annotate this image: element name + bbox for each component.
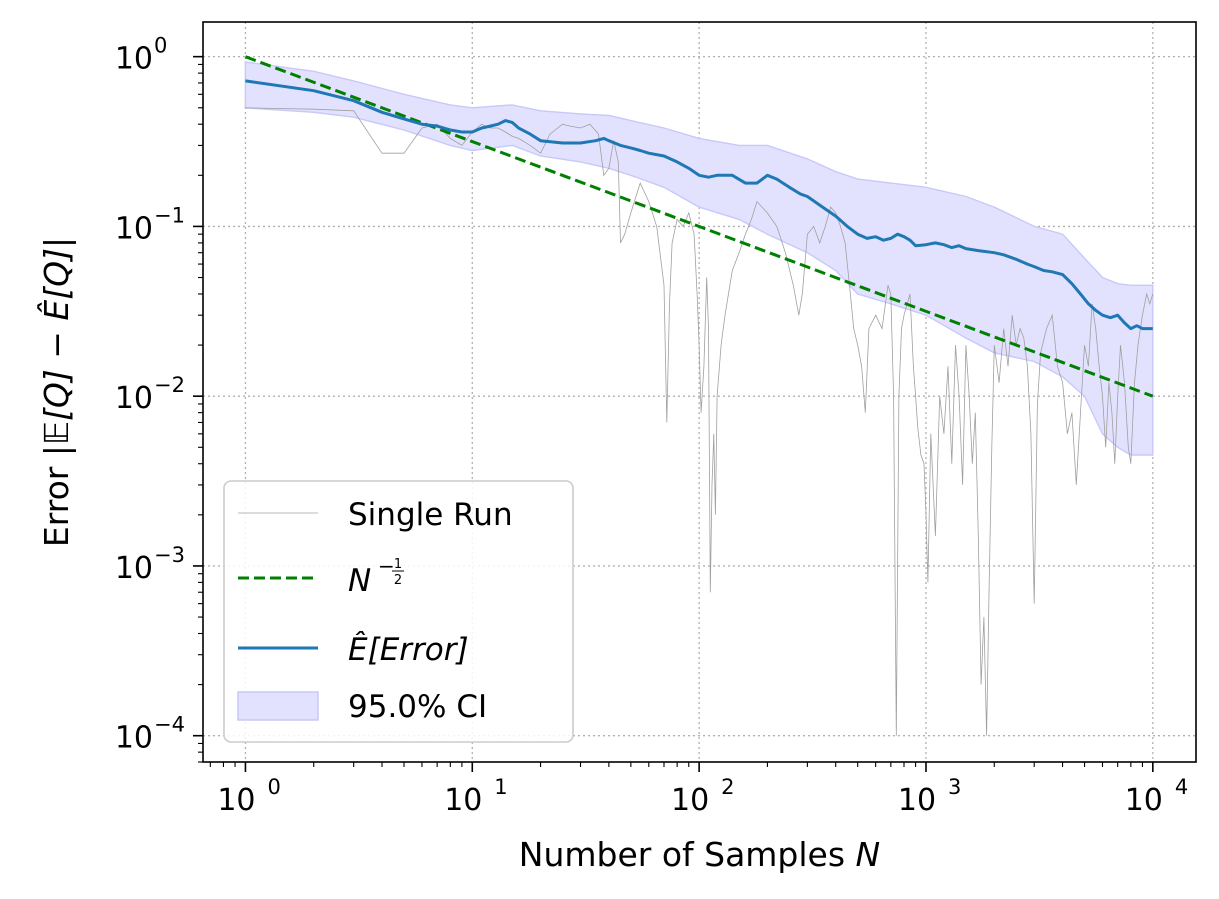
y-tick-exponent: 0 xyxy=(154,34,167,58)
legend-reference-exp-num: 1 xyxy=(394,557,402,572)
y-tick-exponent: −1 xyxy=(154,203,185,227)
x-tick-exponent: 4 xyxy=(1175,775,1188,799)
legend-mean-hat: Ê xyxy=(348,632,368,668)
x-tick-exponent: 1 xyxy=(494,775,507,799)
y-axis-label-math: 𝔼[Q] − Ê[Q] xyxy=(36,248,76,445)
x-tick-exponent: 3 xyxy=(948,775,961,799)
mean-error-line xyxy=(245,79,1153,331)
legend: Single Run N − 1 2 Ê[Error] 95.0% CI xyxy=(223,480,574,743)
y-axis-label-suffix: | xyxy=(37,237,76,248)
x-axis-label-text: Number of Samples xyxy=(519,835,856,874)
y-tick-exponent: −4 xyxy=(154,713,185,737)
y-tick-label: 10 xyxy=(115,721,153,756)
legend-box xyxy=(223,480,574,743)
legend-swatch-ci xyxy=(237,691,319,721)
mean-error-layer xyxy=(245,79,1153,331)
ci-band xyxy=(244,61,1154,456)
y-tick-exponent: −3 xyxy=(154,543,185,567)
ci-band-layer xyxy=(244,61,1154,456)
reference-line xyxy=(244,55,1154,398)
legend-label-ci: 95.0% CI xyxy=(348,689,487,725)
legend-mean-rest: [Error] xyxy=(368,632,469,668)
x-tick-exponent: 0 xyxy=(267,775,280,799)
legend-label-single-run: Single Run xyxy=(348,497,513,533)
x-axis-ticks: 10 0 10 1 10 2 10 3 10 4 xyxy=(209,762,1188,818)
y-tick-label: 10 xyxy=(115,211,153,246)
x-axis-label-var: N xyxy=(856,835,881,874)
y-axis-label-text: Error | xyxy=(37,445,76,547)
y-axis-label: Error |𝔼[Q] − Ê[Q]| xyxy=(36,237,76,547)
x-tick-label: 10 xyxy=(1125,783,1163,818)
x-tick-label: 10 xyxy=(898,783,936,818)
x-tick-label: 10 xyxy=(671,783,709,818)
reference-line-layer xyxy=(244,55,1154,398)
legend-reference-exp-den: 2 xyxy=(394,573,402,588)
legend-label-mean: Ê[Error] xyxy=(348,632,469,668)
y-tick-label: 10 xyxy=(115,42,153,77)
y-tick-exponent: −2 xyxy=(154,373,185,397)
y-tick-label: 10 xyxy=(115,551,153,586)
legend-reference-exponent: − xyxy=(378,554,395,578)
x-tick-exponent: 2 xyxy=(721,775,734,799)
x-tick-label: 10 xyxy=(444,783,482,818)
legend-label-reference: N xyxy=(348,563,371,599)
legend-reference-base: N xyxy=(348,563,371,599)
x-axis-label: Number of Samples N xyxy=(519,835,880,874)
x-tick-label: 10 xyxy=(217,783,255,818)
y-tick-label: 10 xyxy=(115,381,153,416)
